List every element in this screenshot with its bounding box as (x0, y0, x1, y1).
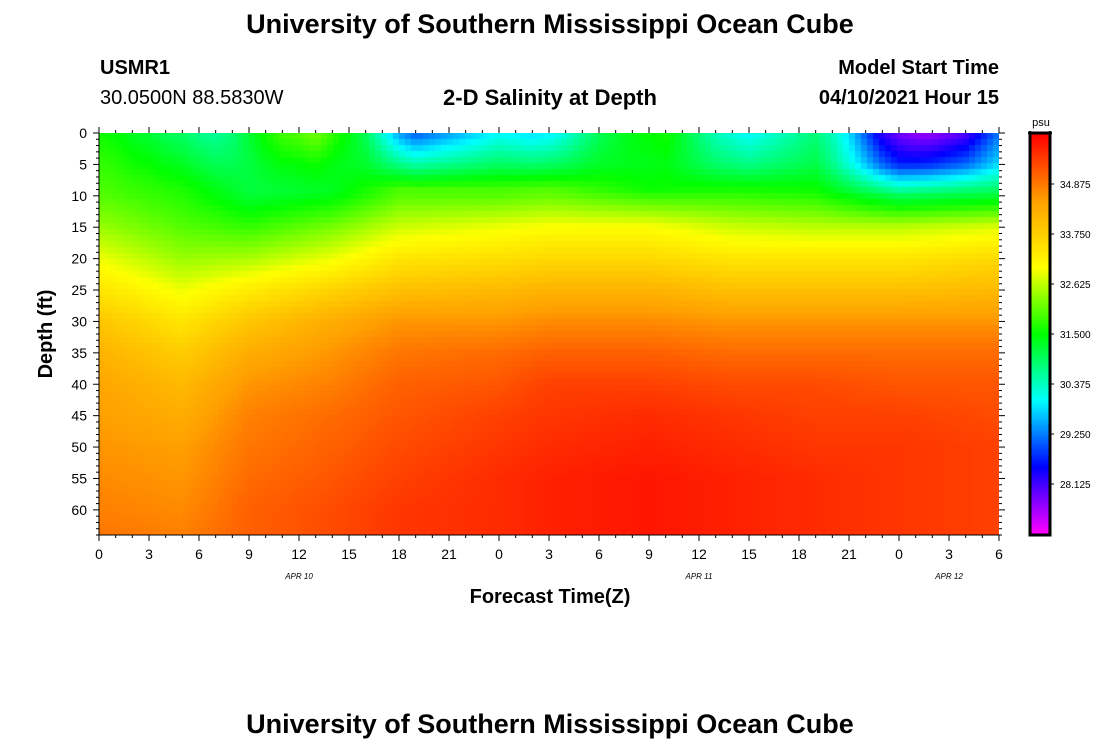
y-tick-label: 20 (71, 251, 87, 267)
x-tick-label: 21 (441, 546, 457, 562)
x-tick-label: 6 (595, 546, 603, 562)
y-tick-label: 60 (71, 502, 87, 518)
x-tick-label: 9 (245, 546, 253, 562)
x-tick-label: 0 (495, 546, 503, 562)
y-tick-label: 5 (79, 156, 87, 172)
y-tick-label: 10 (71, 188, 87, 204)
y-tick-label: 25 (71, 282, 87, 298)
x-tick-label: 18 (391, 546, 407, 562)
y-tick-label: 55 (71, 470, 87, 486)
x-tick-label: 21 (841, 546, 857, 562)
x-tick-label: 15 (741, 546, 757, 562)
x-tick-label: 6 (195, 546, 203, 562)
x-tick-label: 18 (791, 546, 807, 562)
salinity-heatmap (99, 133, 999, 535)
page-title: University of Southern Mississippi Ocean… (246, 9, 854, 39)
station-name: USMR1 (100, 57, 171, 79)
chart-title: 2-D Salinity at Depth (443, 85, 657, 110)
x-tick-label: 15 (341, 546, 357, 562)
station-coords: 30.0500N 88.5830W (100, 87, 284, 109)
footer-title: University of Southern Mississippi Ocean… (246, 709, 854, 739)
colorbar-gradient (1031, 134, 1049, 534)
y-tick-label: 15 (71, 219, 87, 235)
date-label: APR 11 (685, 572, 713, 581)
x-tick-label: 12 (691, 546, 707, 562)
x-tick-label: 6 (995, 546, 1003, 562)
x-axis-label: Forecast Time(Z) (470, 586, 631, 608)
y-tick-label: 35 (71, 345, 87, 361)
x-tick-label: 12 (291, 546, 307, 562)
x-tick-label: 0 (895, 546, 903, 562)
y-axis-label: Depth (ft) (35, 290, 57, 379)
date-label: APR 10 (284, 572, 313, 581)
model-start-value: 04/10/2021 Hour 15 (818, 87, 999, 109)
y-tick-label: 30 (71, 313, 87, 329)
x-tick-label: 3 (945, 546, 953, 562)
y-tick-label: 45 (71, 408, 87, 424)
model-start-label: Model Start Time (838, 57, 999, 79)
x-tick-label: 0 (95, 546, 103, 562)
x-tick-label: 9 (645, 546, 653, 562)
x-tick-label: 3 (545, 546, 553, 562)
x-tick-label: 3 (145, 546, 153, 562)
y-tick-label: 50 (71, 439, 87, 455)
y-tick-label: 40 (71, 376, 87, 392)
y-tick-label: 0 (79, 125, 87, 141)
date-label: APR 12 (934, 572, 963, 581)
